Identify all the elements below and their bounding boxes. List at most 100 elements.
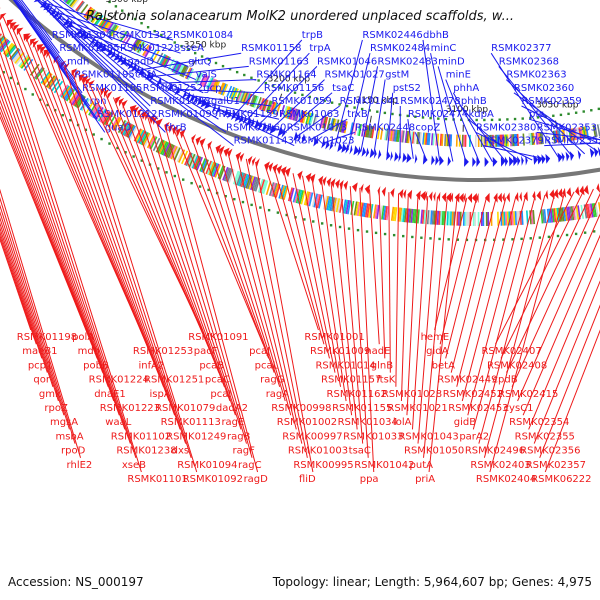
gene-arrow-forward — [109, 50, 116, 59]
gene-arrow-reverse — [403, 189, 407, 200]
gene-arrow-reverse — [133, 106, 140, 116]
feature-band-top — [512, 134, 515, 147]
gene-arrow-reverse — [85, 77, 92, 86]
gene-arrow-reverse — [168, 123, 174, 133]
gene-arrow-reverse — [575, 186, 580, 197]
gene-label-top-leader — [18, 0, 60, 54]
gc-track-bottom — [511, 238, 514, 241]
feature-band-top — [423, 132, 427, 145]
gene-arrow-forward — [545, 153, 551, 164]
gene-arrow-forward — [414, 153, 418, 164]
gene-arrow-forward — [589, 148, 595, 158]
gene-arrow-reverse — [420, 190, 426, 201]
gene-label-top: minD — [438, 56, 465, 67]
feature-band-top — [89, 10, 98, 22]
gene-label-top: RSMK01099 — [158, 109, 218, 120]
gene-label-top-leader — [138, 52, 242, 71]
feature-band-bottom — [577, 205, 581, 220]
gene-label-top-leader — [185, 94, 272, 107]
gene-label-bottom-leader — [155, 120, 253, 458]
accession-label: Accession: — [8, 575, 72, 589]
gc-track-top — [574, 111, 578, 114]
gc-track-top — [597, 107, 600, 111]
gc-track-top — [308, 95, 311, 99]
feature-band-top — [109, 24, 118, 36]
feature-band-bottom — [376, 204, 380, 219]
feature-band-bottom — [89, 103, 99, 117]
gene-label-bottom-leader — [467, 196, 526, 416]
gene-label-bottom: ragE — [221, 417, 244, 428]
gene-arrow-forward — [525, 155, 528, 166]
gene-label-top-leader — [483, 145, 546, 160]
gene-arrow-reverse — [118, 97, 125, 107]
gene-label-bottom-leader — [517, 213, 600, 402]
feature-band-top — [187, 68, 195, 81]
feature-band-top — [552, 130, 556, 143]
gene-label-bottom: RSMK01249 — [166, 431, 226, 442]
gc-track-top — [133, 17, 137, 21]
feature-band-bottom — [243, 174, 250, 189]
feature-band-bottom — [265, 181, 272, 196]
gene-arrow-reverse — [566, 187, 572, 198]
gene-label-top: gcp — [203, 83, 221, 94]
gc-track-bottom — [46, 103, 49, 107]
gene-label-bottom-leader — [522, 234, 600, 416]
gene-arrow-reverse — [247, 155, 253, 166]
feature-band-bottom — [546, 208, 550, 223]
gene-label-bottom: cpdB — [493, 375, 518, 386]
feature-band-top — [308, 112, 313, 125]
gene-label-bottom-leader — [191, 137, 275, 373]
feature-band-top — [419, 132, 422, 145]
gene-arrow-reverse — [467, 192, 473, 203]
length-label: Length: — [374, 575, 421, 589]
gene-arrow-forward — [313, 136, 318, 147]
gene-label-bottom-leader — [129, 106, 236, 416]
gc-track-top — [301, 93, 304, 97]
gc-track-bottom — [529, 237, 532, 240]
feature-band-bottom — [135, 129, 144, 143]
gc-track-top — [338, 103, 341, 106]
feature-band-bottom — [163, 142, 171, 157]
gc-track-top — [257, 79, 260, 82]
feature-band-top — [449, 134, 453, 147]
feature-band-top — [103, 20, 112, 32]
gene-arrow-reverse — [407, 189, 413, 200]
gene-label-bottom: waaL — [105, 417, 131, 428]
gene-arrow-forward — [521, 155, 524, 166]
feature-band-top — [323, 116, 329, 129]
gene-label-bottom-leader — [63, 65, 192, 458]
gc-track-top — [187, 48, 190, 51]
gene-label-bottom-leader — [264, 164, 319, 331]
gene-label-bottom-leader — [32, 41, 170, 402]
feature-band-top — [529, 132, 533, 146]
scale-tick — [279, 93, 283, 101]
gc-track-bottom — [592, 230, 596, 233]
feature-band-top — [535, 132, 539, 145]
feature-band-bottom — [96, 107, 106, 121]
feature-band-bottom — [211, 162, 218, 177]
feature-band-top — [186, 67, 193, 80]
gene-label-bottom: dxs — [172, 446, 189, 457]
feature-band-bottom — [436, 210, 440, 225]
feature-band-bottom — [305, 191, 311, 206]
gene-arrow-forward — [373, 148, 377, 159]
gene-arrow-forward — [533, 154, 539, 165]
gene-arrow-reverse — [330, 178, 336, 188]
feature-band-top — [349, 122, 354, 135]
gene-label-top: thrB — [165, 122, 186, 133]
gene-label-top: RSMK01041 — [340, 96, 400, 107]
gene-arrow-forward — [242, 115, 247, 125]
gc-track-top — [140, 21, 143, 25]
gene-arrow-forward — [321, 138, 326, 149]
gene-arrow-reverse — [583, 184, 589, 195]
feature-band-top — [379, 127, 384, 140]
gene-label-top: RSMK01332 — [112, 30, 172, 41]
feature-band-top — [162, 56, 170, 68]
gene-arrow-reverse — [322, 176, 327, 187]
feature-band-top — [539, 132, 543, 145]
feature-band-bottom — [591, 203, 596, 218]
feature-band-top — [68, 0, 74, 6]
feature-band-bottom — [353, 201, 358, 216]
feature-band-top — [400, 130, 404, 143]
gene-label-bottom: RSMK02408 — [487, 360, 547, 371]
